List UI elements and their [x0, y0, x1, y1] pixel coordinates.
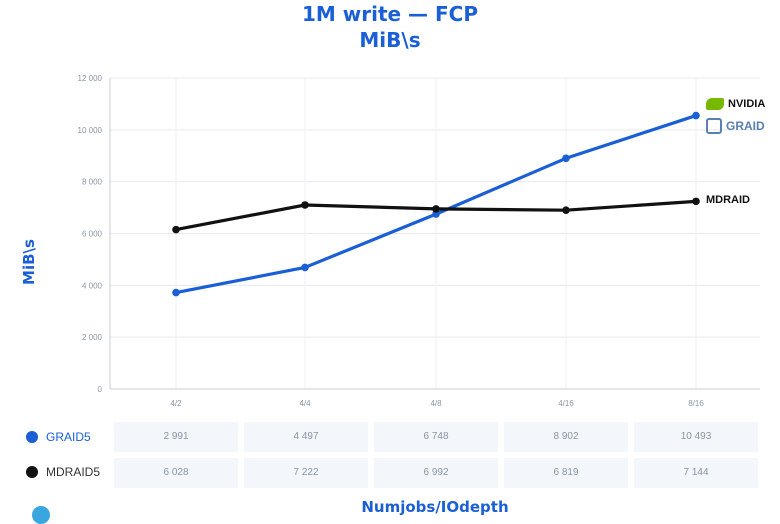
table-cell-graid5: 10 493	[634, 422, 758, 452]
nvidia-eye-icon	[706, 98, 724, 110]
data-point-graid5	[172, 288, 180, 297]
mdraid-end-label-text: MDRAID	[706, 194, 750, 206]
x-tick-label: 4/8	[430, 399, 442, 408]
table-row-label-mdraid5: MDRAID5	[26, 462, 100, 482]
y-tick-label: 4 000	[82, 281, 103, 290]
table-cell-graid5: 2 991	[114, 422, 238, 452]
data-point-mdraid5	[301, 201, 309, 209]
y-tick-label: 0	[98, 385, 103, 394]
graid-logo-text: GRAID	[726, 119, 765, 133]
table-row-label-graid5: GRAID5	[26, 427, 91, 447]
mdraid5-legend-dot	[26, 466, 38, 478]
table-cell-graid5: 8 902	[504, 422, 628, 452]
y-tick-label: 8 000	[82, 178, 103, 187]
graid5-legend-dot	[26, 431, 38, 443]
x-tick-label: 8/16	[688, 399, 704, 408]
data-point-mdraid5	[432, 205, 440, 213]
x-axis-label: Numjobs/IOdepth	[361, 498, 509, 516]
nvidia-logo-text: NVIDIA	[728, 98, 766, 110]
mdraid5-legend-text: MDRAID5	[46, 465, 101, 479]
data-point-mdraid5	[692, 197, 700, 206]
graid-stack-icon	[706, 118, 722, 134]
table-cell-graid5: 6 748	[374, 422, 498, 452]
graid-logo: GRAID	[706, 118, 765, 134]
data-point-graid5	[692, 111, 700, 120]
data-point-graid5	[301, 263, 309, 272]
x-tick-label: 4/4	[299, 399, 311, 408]
graid5-legend-text: GRAID5	[46, 430, 91, 444]
chart-subtitle: MiB\s	[359, 28, 421, 52]
data-point-mdraid5	[562, 206, 570, 214]
data-point-graid5	[562, 154, 570, 163]
y-tick-label: 6 000	[82, 230, 103, 239]
y-tick-label: 2 000	[82, 333, 103, 342]
nvidia-logo: NVIDIA	[706, 98, 765, 110]
chart-title: 1M write — FCP	[301, 2, 479, 26]
table-cell-mdraid5: 6 028	[114, 458, 238, 488]
x-tick-label: 4/2	[170, 399, 182, 408]
table-cell-mdraid5: 6 819	[504, 458, 628, 488]
table-cell-mdraid5: 6 992	[374, 458, 498, 488]
mdraid-end-label: MDRAID	[706, 194, 750, 206]
data-point-mdraid5	[172, 225, 180, 234]
table-cell-mdraid5: 7 222	[244, 458, 368, 488]
table-cell-graid5: 4 497	[244, 422, 368, 452]
chat-bubble-icon[interactable]	[32, 506, 50, 524]
data-point-graid5	[432, 210, 440, 218]
table-cell-mdraid5: 7 144	[634, 458, 758, 488]
x-tick-label: 4/16	[558, 399, 574, 408]
y-tick-label: 12 000	[78, 74, 103, 83]
y-tick-label: 10 000	[78, 126, 103, 135]
